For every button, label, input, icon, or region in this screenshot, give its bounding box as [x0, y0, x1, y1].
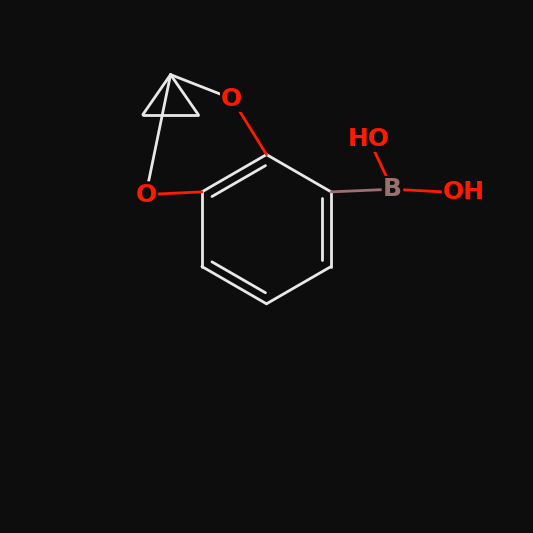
Text: HO: HO: [348, 126, 390, 151]
Text: OH: OH: [443, 180, 485, 204]
Text: B: B: [383, 177, 402, 201]
Text: O: O: [221, 86, 243, 111]
Text: O: O: [135, 182, 157, 207]
